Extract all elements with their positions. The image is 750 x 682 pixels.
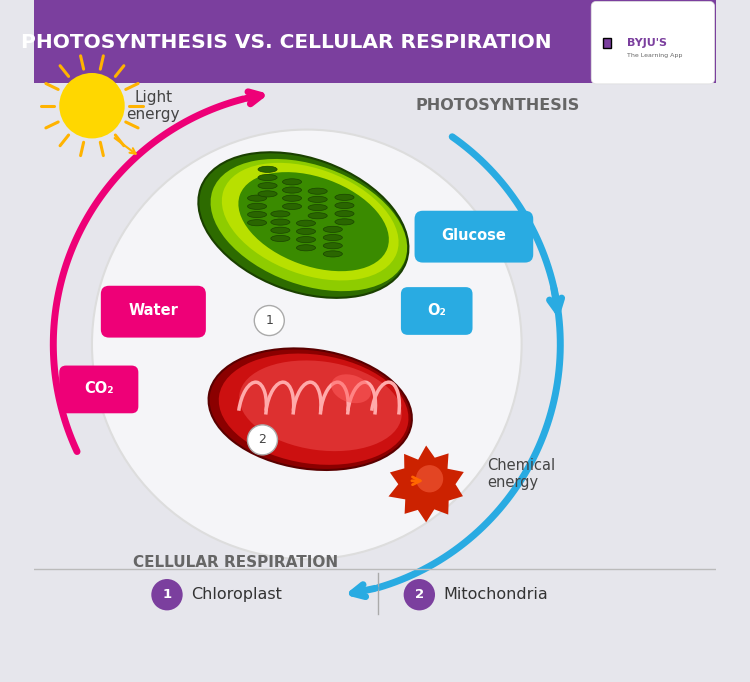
Ellipse shape <box>296 237 316 243</box>
Circle shape <box>59 73 124 138</box>
Text: PHOTOSYNTHESIS: PHOTOSYNTHESIS <box>416 98 580 113</box>
FancyBboxPatch shape <box>591 1 715 84</box>
Ellipse shape <box>323 235 342 241</box>
Ellipse shape <box>283 195 302 201</box>
Ellipse shape <box>296 228 316 235</box>
Ellipse shape <box>283 187 302 193</box>
Ellipse shape <box>283 179 302 185</box>
FancyBboxPatch shape <box>34 0 716 83</box>
Text: Mitochondria: Mitochondria <box>443 587 548 602</box>
Ellipse shape <box>258 166 277 173</box>
Ellipse shape <box>335 219 354 225</box>
Circle shape <box>416 465 443 492</box>
Ellipse shape <box>335 194 354 201</box>
Text: BYJU'S: BYJU'S <box>627 38 668 48</box>
Text: O₂: O₂ <box>427 303 445 318</box>
Circle shape <box>92 130 522 559</box>
Ellipse shape <box>258 175 277 181</box>
Ellipse shape <box>239 361 402 451</box>
Ellipse shape <box>271 211 290 217</box>
Text: CELLULAR RESPIRATION: CELLULAR RESPIRATION <box>133 555 338 570</box>
FancyBboxPatch shape <box>401 287 472 335</box>
Circle shape <box>248 425 278 455</box>
Ellipse shape <box>283 203 302 209</box>
Ellipse shape <box>258 191 277 197</box>
Text: Chloroplast: Chloroplast <box>190 587 282 602</box>
Text: Light
energy: Light energy <box>127 89 180 122</box>
Ellipse shape <box>248 220 266 226</box>
FancyBboxPatch shape <box>100 286 206 338</box>
Ellipse shape <box>248 211 266 218</box>
Text: Glucose: Glucose <box>442 228 506 243</box>
Ellipse shape <box>222 163 398 280</box>
Ellipse shape <box>271 219 290 225</box>
Ellipse shape <box>296 220 316 226</box>
Ellipse shape <box>308 213 327 219</box>
Ellipse shape <box>198 152 409 298</box>
Ellipse shape <box>308 188 327 194</box>
Ellipse shape <box>332 374 371 403</box>
Text: The Learning App: The Learning App <box>627 53 682 59</box>
Circle shape <box>404 579 435 610</box>
Ellipse shape <box>209 349 412 470</box>
FancyBboxPatch shape <box>59 366 138 413</box>
Ellipse shape <box>219 353 409 465</box>
Ellipse shape <box>271 227 290 233</box>
Circle shape <box>152 579 183 610</box>
FancyBboxPatch shape <box>415 211 533 263</box>
Ellipse shape <box>335 203 354 209</box>
Ellipse shape <box>238 172 388 271</box>
Ellipse shape <box>308 205 327 211</box>
Ellipse shape <box>248 203 266 209</box>
Ellipse shape <box>211 159 407 291</box>
Ellipse shape <box>323 226 342 233</box>
Ellipse shape <box>296 245 316 251</box>
Text: CO₂: CO₂ <box>84 381 113 396</box>
Text: 2: 2 <box>415 588 424 602</box>
Text: 1: 1 <box>163 588 172 602</box>
Ellipse shape <box>323 251 342 257</box>
Text: Water: Water <box>128 303 178 318</box>
Circle shape <box>254 306 284 336</box>
Ellipse shape <box>258 183 277 189</box>
Ellipse shape <box>335 211 354 217</box>
Text: Chemical
energy: Chemical energy <box>488 458 556 490</box>
Ellipse shape <box>248 195 266 201</box>
Ellipse shape <box>271 235 290 241</box>
Ellipse shape <box>323 243 342 249</box>
Text: PHOTOSYNTHESIS VS. CELLULAR RESPIRATION: PHOTOSYNTHESIS VS. CELLULAR RESPIRATION <box>21 33 552 53</box>
Ellipse shape <box>308 196 327 203</box>
Text: 1: 1 <box>266 314 273 327</box>
Polygon shape <box>388 445 464 522</box>
FancyBboxPatch shape <box>603 38 611 48</box>
Text: 2: 2 <box>259 433 266 447</box>
